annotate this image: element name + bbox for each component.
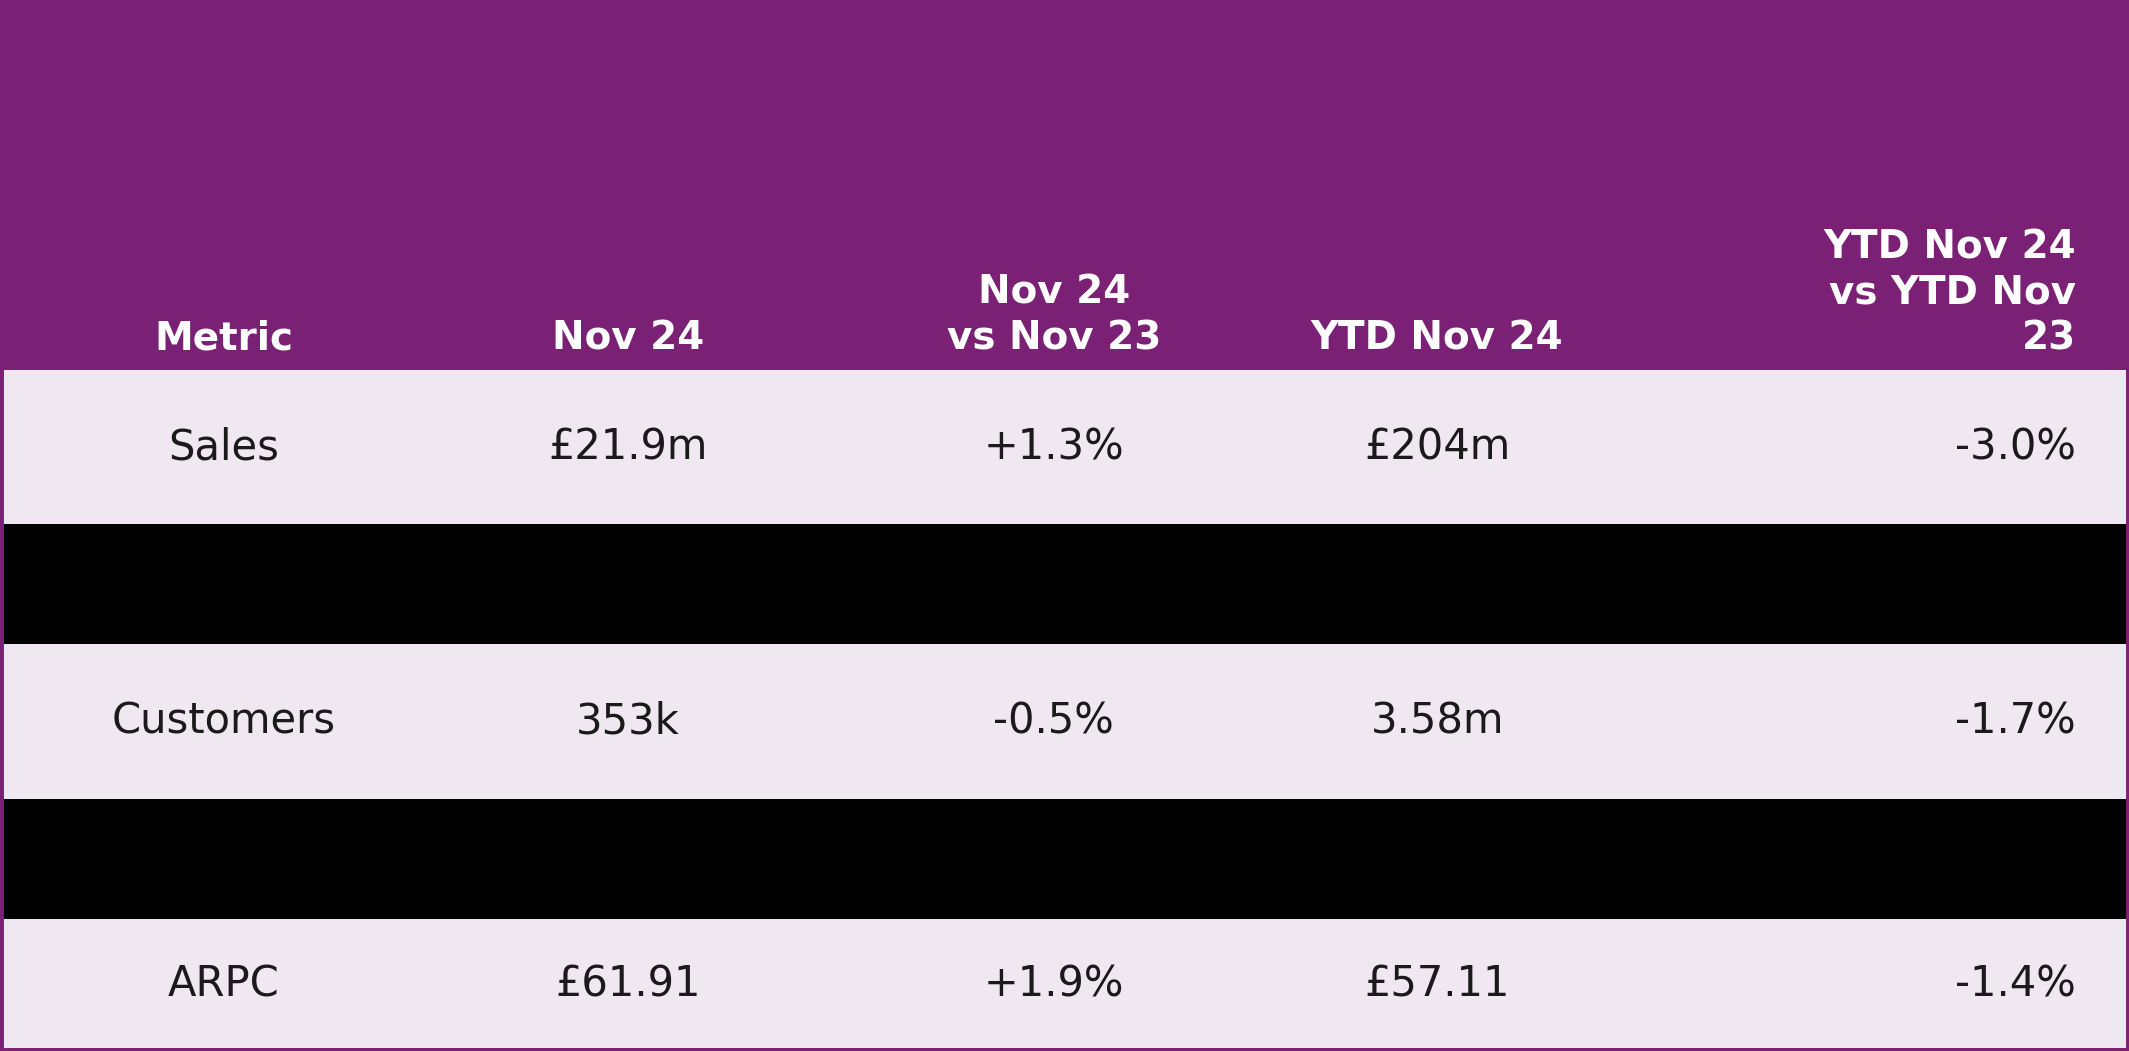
Text: YTD Nov 24
vs YTD Nov
23: YTD Nov 24 vs YTD Nov 23 [1822,228,2076,357]
Text: +1.3%: +1.3% [984,427,1124,468]
Bar [0,370,2129,524]
Bar [0,919,2129,1051]
Text: £61.91: £61.91 [556,964,700,1006]
Text: -0.5%: -0.5% [994,701,1113,742]
Bar [0,644,2129,799]
Text: Sales: Sales [168,427,279,468]
Bar [0,0,2129,370]
Bar [0,524,2129,644]
Text: -3.0%: -3.0% [1954,427,2076,468]
Text: ARPC: ARPC [168,964,279,1006]
Text: Nov 24
vs Nov 23: Nov 24 vs Nov 23 [947,274,1160,357]
Text: £204m: £204m [1365,427,1509,468]
Text: -1.4%: -1.4% [1954,964,2076,1006]
Text: Metric: Metric [153,320,294,357]
Text: YTD Nov 24: YTD Nov 24 [1311,320,1563,357]
Text: £21.9m: £21.9m [549,427,707,468]
Text: Nov 24: Nov 24 [551,320,705,357]
Text: -1.7%: -1.7% [1954,701,2076,742]
Text: 353k: 353k [577,701,679,742]
Text: £57.11: £57.11 [1365,964,1509,1006]
Text: 3.58m: 3.58m [1371,701,1503,742]
Bar [0,799,2129,919]
Text: +1.9%: +1.9% [984,964,1124,1006]
Text: Customers: Customers [111,701,336,742]
